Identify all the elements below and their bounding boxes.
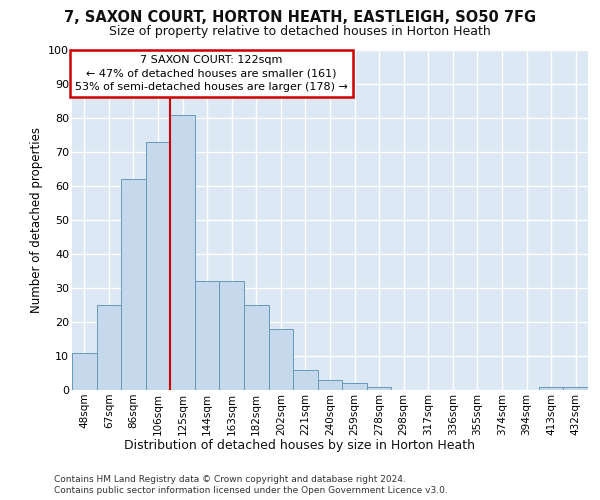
Bar xyxy=(170,114,195,390)
Text: 7, SAXON COURT, HORTON HEATH, EASTLEIGH, SO50 7FG: 7, SAXON COURT, HORTON HEATH, EASTLEIGH,… xyxy=(64,10,536,25)
Bar xyxy=(97,305,121,390)
Text: Distribution of detached houses by size in Horton Heath: Distribution of detached houses by size … xyxy=(125,440,476,452)
Bar xyxy=(195,281,220,390)
Bar xyxy=(563,386,588,390)
Bar xyxy=(121,179,146,390)
Bar xyxy=(269,329,293,390)
Bar xyxy=(72,352,97,390)
Bar xyxy=(293,370,318,390)
Bar xyxy=(146,142,170,390)
Bar xyxy=(539,386,563,390)
Bar xyxy=(220,281,244,390)
Bar xyxy=(342,383,367,390)
Bar xyxy=(244,305,269,390)
Bar xyxy=(318,380,342,390)
Text: Contains public sector information licensed under the Open Government Licence v3: Contains public sector information licen… xyxy=(54,486,448,495)
Y-axis label: Number of detached properties: Number of detached properties xyxy=(29,127,43,313)
Text: 7 SAXON COURT: 122sqm
← 47% of detached houses are smaller (161)
53% of semi-det: 7 SAXON COURT: 122sqm ← 47% of detached … xyxy=(75,55,348,92)
Bar xyxy=(367,386,391,390)
Text: Size of property relative to detached houses in Horton Heath: Size of property relative to detached ho… xyxy=(109,25,491,38)
Text: Contains HM Land Registry data © Crown copyright and database right 2024.: Contains HM Land Registry data © Crown c… xyxy=(54,475,406,484)
